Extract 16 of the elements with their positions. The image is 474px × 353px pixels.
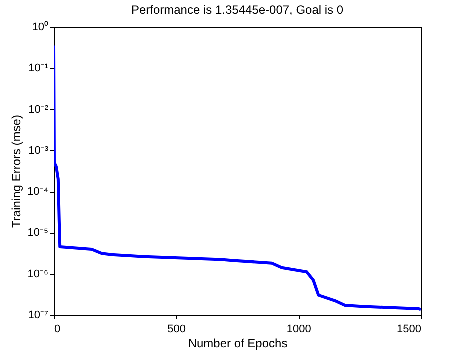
- y-axis-title: Training Errors (mse): [10, 115, 24, 228]
- x-tick-label: 1500: [397, 324, 422, 336]
- chart-title: Performance is 1.35445e-007, Goal is 0: [131, 3, 344, 17]
- x-tick-label: 500: [168, 324, 186, 336]
- y-tick-label: 10⁻⁶: [28, 268, 48, 280]
- line-series: [54, 44, 421, 312]
- y-tick-label: 10⁻³: [28, 144, 49, 157]
- y-tick-label: 10⁻²: [28, 104, 49, 116]
- x-tick-label: 0: [54, 324, 61, 336]
- y-tick-label: 10⁻⁷: [28, 310, 49, 322]
- y-tick-label: 10⁻⁴: [28, 186, 49, 198]
- x-tick-label: 1000: [286, 324, 312, 336]
- y-tick-label: 10⁰: [32, 20, 48, 34]
- y-tick-label: 10⁻¹: [28, 62, 49, 75]
- x-axis-title: Number of Epochs: [188, 336, 288, 350]
- y-tick-label: 10⁻⁵: [28, 227, 48, 240]
